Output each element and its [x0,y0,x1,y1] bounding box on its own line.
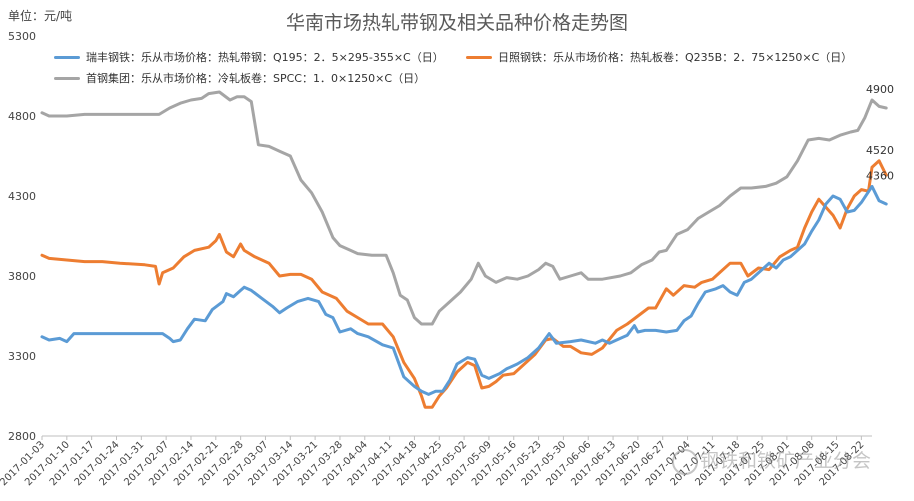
series-end-labels: 4360 4520 4900 [866,83,894,182]
wechat-logo-icon [672,448,698,475]
y-tick-label: 5300 [8,30,36,43]
legend-item-shougang: 首钢集团：乐从市场价格：冷轧板卷：SPCC：1．0×1250×C（日） [54,70,425,86]
y-tick-label: 3800 [8,270,36,283]
chart-title: 华南市场热轧带钢及相关品种价格走势图 [285,12,628,34]
legend-label: 瑞丰钢铁：乐从市场价格：热轧带钢：Q195：2．5×295-355×C（日） [86,51,444,64]
series-line-2 [40,90,888,326]
series-line-0 [40,184,888,396]
series-end-label-2: 4900 [866,83,894,96]
unit-label: 单位：元/吨 [8,9,73,23]
legend-swatch-gray [54,76,80,80]
series-line-1 [40,159,888,409]
legend-label: 日照钢铁：乐从市场价格：热轧板卷：Q235B：2．75×1250×C（日） [498,51,853,64]
legend-item-ruifeng: 瑞丰钢铁：乐从市场价格：热轧带钢：Q195：2．5×295-355×C（日） [54,49,444,65]
series-end-label-0: 4360 [866,169,894,182]
legend-swatch-orange [466,55,492,59]
series-lines [40,90,888,409]
watermark: 钢铁和铁矿产业分会 [672,446,871,475]
y-tick-label: 4800 [8,110,36,123]
legend-item-rizhao: 日照钢铁：乐从市场价格：热轧板卷：Q235B：2．75×1250×C（日） [466,49,852,65]
series-end-label-1: 4520 [866,144,894,157]
watermark-text: 钢铁和铁矿产业分会 [700,450,872,472]
legend-label: 首钢集团：乐从市场价格：冷轧板卷：SPCC：1．0×1250×C（日） [86,72,426,85]
y-axis: 2800 3300 3800 4300 4800 5300 [8,30,36,443]
y-tick-label: 4300 [8,190,36,203]
legend-swatch-blue [54,55,80,59]
y-tick-label: 3300 [8,350,36,363]
y-tick-label: 2800 [8,430,36,443]
